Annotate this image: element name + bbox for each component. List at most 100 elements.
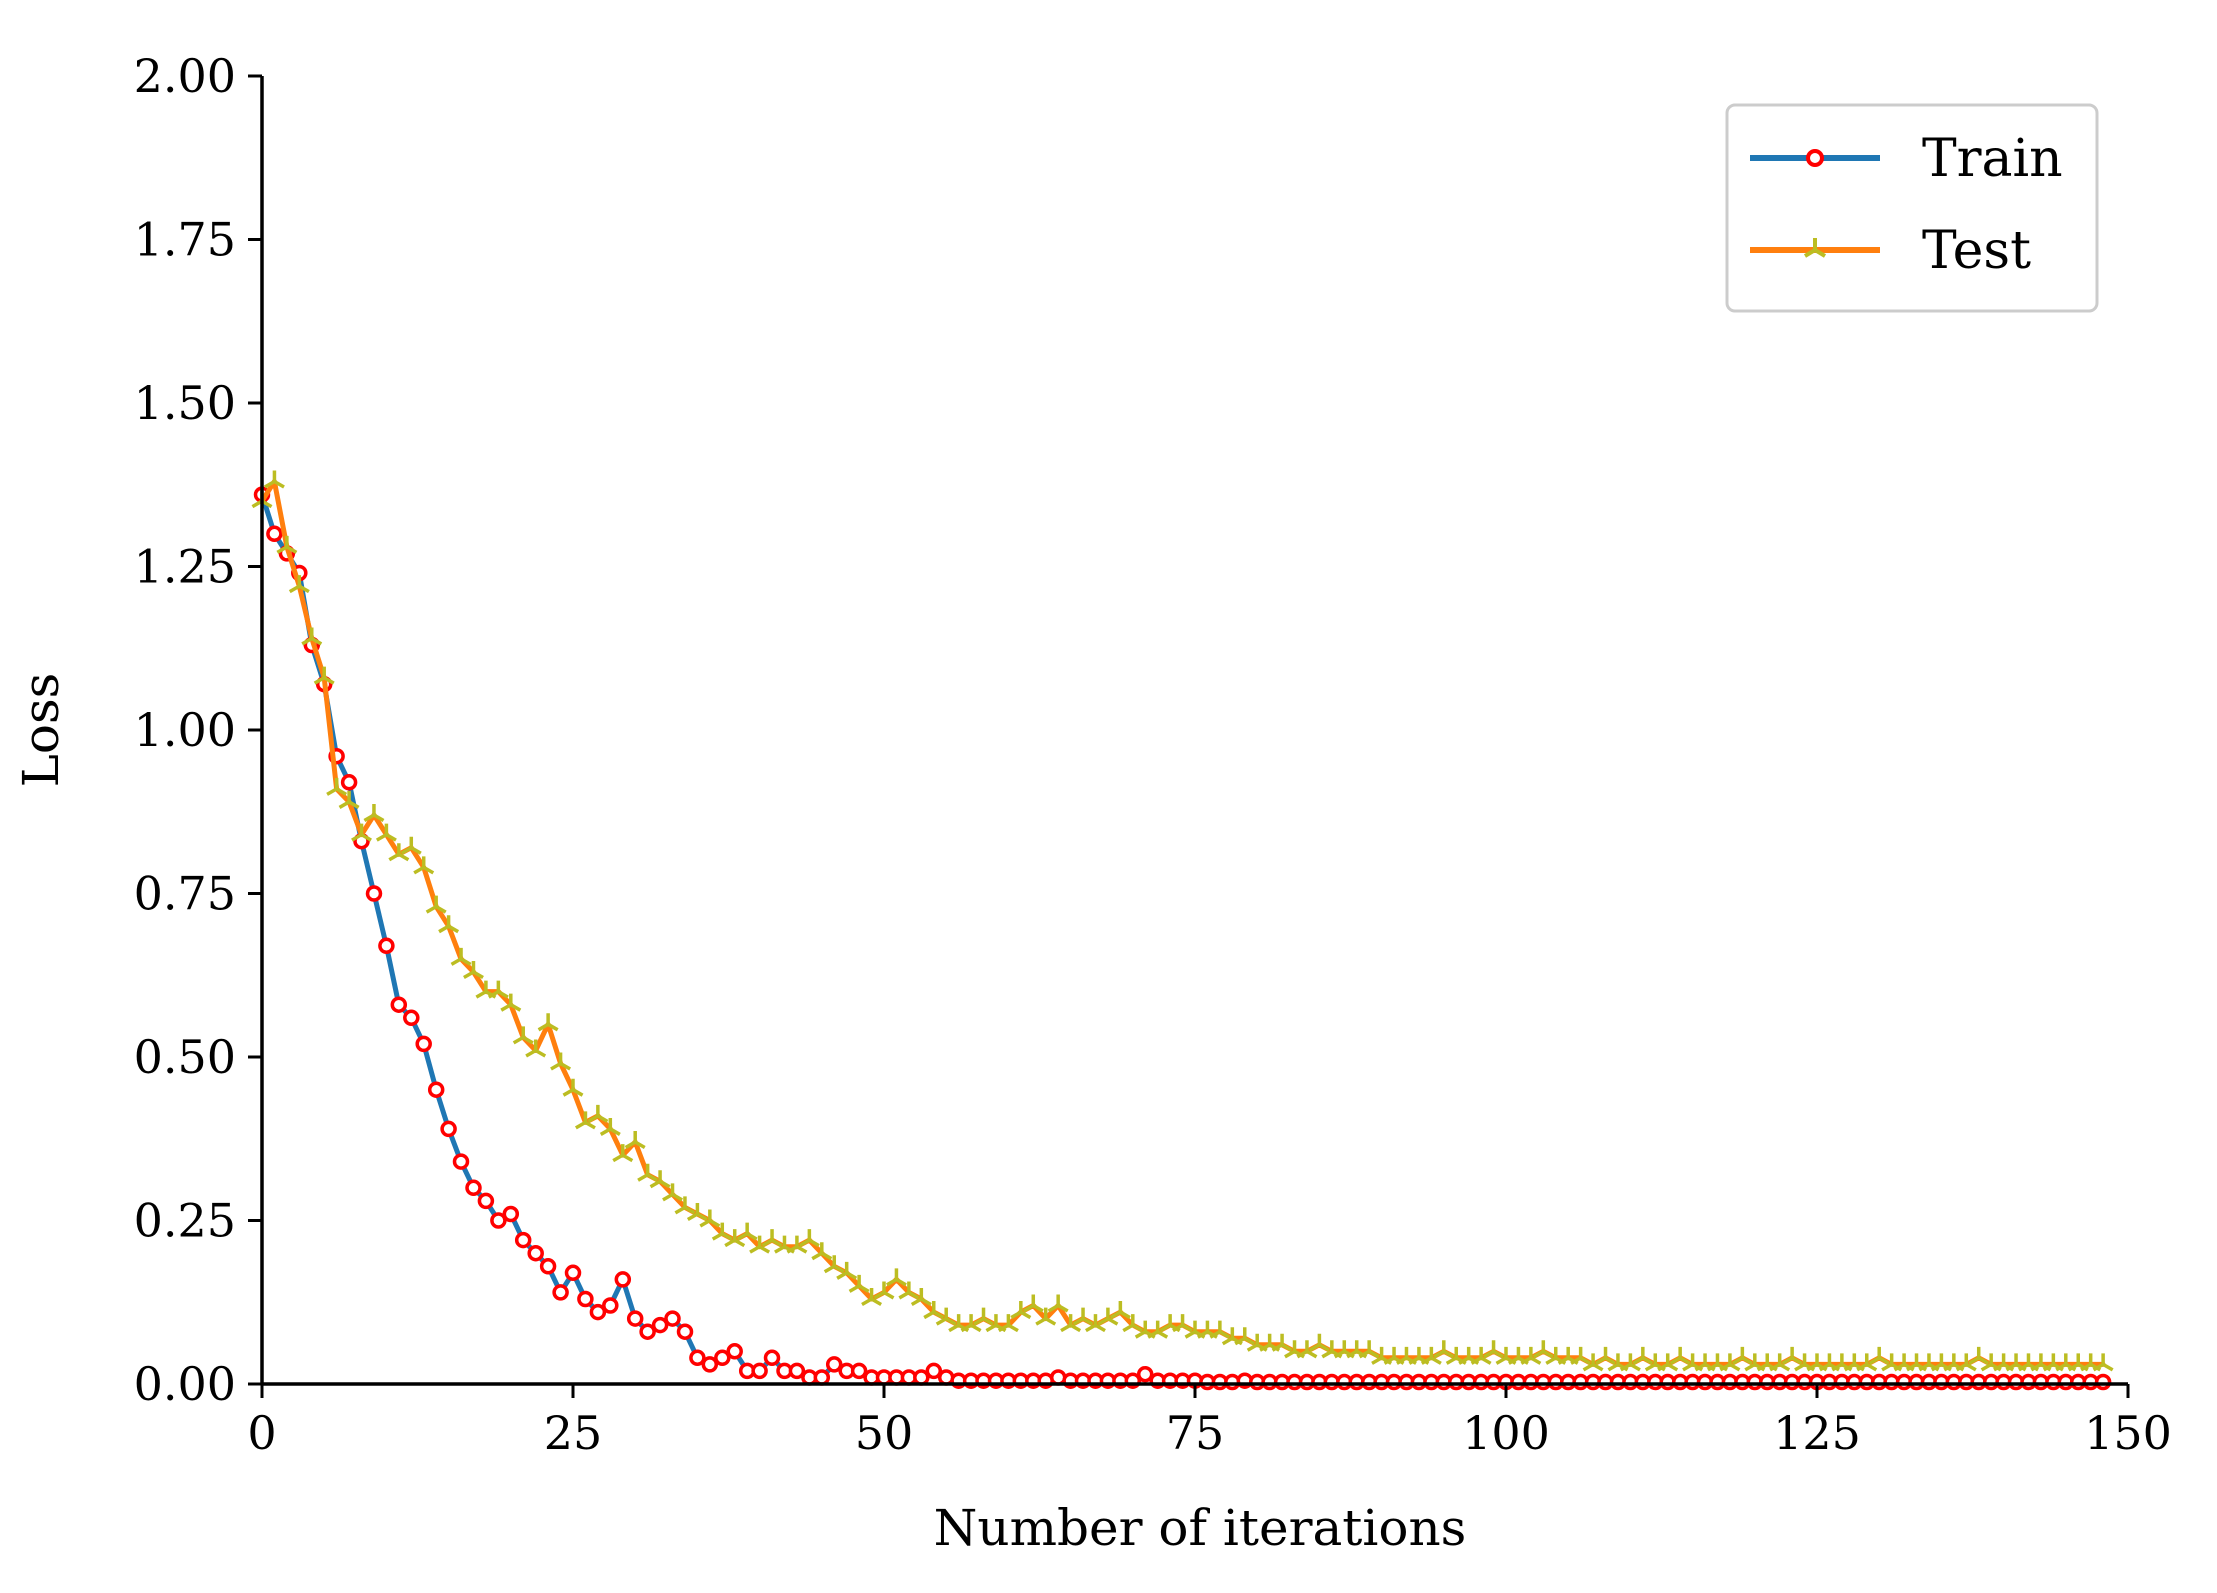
series-test-point bbox=[873, 1281, 895, 1300]
series-test-point bbox=[686, 1202, 708, 1221]
series-test-point bbox=[1271, 1333, 1293, 1352]
series-test-point bbox=[624, 1131, 646, 1150]
series-train bbox=[253, 486, 2112, 1391]
x-tick-label: 75 bbox=[1166, 1406, 1225, 1460]
series-test-point bbox=[798, 1229, 820, 1248]
series-train-point bbox=[1136, 1365, 1154, 1383]
x-axis-title: Number of iterations bbox=[934, 1499, 1467, 1557]
series-test-point bbox=[898, 1281, 920, 1300]
series-train-point bbox=[440, 1120, 457, 1138]
series-test-point bbox=[363, 804, 385, 823]
series-test-point bbox=[1060, 1314, 1082, 1333]
series-test-point bbox=[1669, 1346, 1691, 1365]
y-tick-label: 2.00 bbox=[134, 49, 236, 103]
series-test-point bbox=[1010, 1301, 1032, 1320]
series-test-point bbox=[1781, 1346, 1803, 1365]
series-test-point bbox=[724, 1229, 746, 1248]
series-test-point bbox=[674, 1196, 696, 1215]
series-train-point bbox=[465, 1179, 482, 1197]
y-tick-label: 0.25 bbox=[134, 1194, 236, 1248]
series-test-point bbox=[1097, 1307, 1119, 1326]
y-tick-label: 0.50 bbox=[134, 1030, 236, 1084]
series-test-point bbox=[1769, 1353, 1791, 1372]
series-test-point bbox=[1047, 1294, 1069, 1313]
legend-test-marker bbox=[1803, 238, 1827, 258]
series-test-point bbox=[861, 1287, 883, 1306]
series-test-point bbox=[848, 1274, 870, 1293]
series-train-point bbox=[763, 1349, 781, 1367]
y-tick-label: 1.00 bbox=[134, 703, 236, 757]
series-train-point bbox=[925, 1362, 943, 1380]
series-test-point bbox=[1582, 1353, 1604, 1372]
series-train-point bbox=[676, 1323, 694, 1340]
series-train-point bbox=[477, 1192, 495, 1210]
series-test-point bbox=[973, 1307, 994, 1326]
series-train-point bbox=[552, 1284, 569, 1301]
series-test-point bbox=[276, 535, 298, 554]
series-test-point bbox=[599, 1117, 621, 1136]
series-test-point bbox=[1172, 1314, 1194, 1333]
series-test-point bbox=[326, 777, 348, 796]
y-tick-label: 0.00 bbox=[134, 1357, 236, 1411]
x-tick-label: 125 bbox=[1773, 1406, 1861, 1460]
series-train-point bbox=[2094, 1373, 2112, 1391]
series-test-point bbox=[736, 1222, 758, 1241]
series-train-point bbox=[813, 1369, 831, 1386]
series-test-point bbox=[960, 1314, 982, 1333]
series-test-point bbox=[525, 1039, 547, 1058]
series-test-point bbox=[823, 1255, 845, 1274]
series-test-point bbox=[1072, 1307, 1094, 1326]
series-test-point bbox=[1532, 1340, 1554, 1359]
series-train-point bbox=[577, 1290, 594, 1308]
series-test-point bbox=[637, 1163, 659, 1182]
series-train-point bbox=[390, 996, 408, 1013]
series-test-point bbox=[512, 1026, 534, 1045]
y-tick-label: 1.25 bbox=[134, 540, 236, 594]
series-test-point bbox=[1570, 1346, 1592, 1365]
series-test-point bbox=[1955, 1353, 1977, 1372]
series-test-point bbox=[885, 1268, 907, 1287]
series-test-point bbox=[1868, 1346, 1890, 1365]
x-tick-label: 100 bbox=[1462, 1406, 1550, 1460]
x-tick-label: 50 bbox=[855, 1406, 914, 1460]
series-train-point bbox=[452, 1153, 470, 1170]
series-test-point bbox=[1420, 1346, 1442, 1365]
y-axis-title: Loss bbox=[12, 673, 70, 788]
series-test-point bbox=[1308, 1333, 1330, 1352]
series-test-point bbox=[1619, 1353, 1641, 1372]
series-train-point bbox=[639, 1323, 656, 1340]
series-train-point bbox=[539, 1258, 557, 1275]
series-train-point bbox=[490, 1212, 507, 1229]
series-train-point bbox=[415, 1035, 432, 1053]
series-test-point bbox=[351, 823, 372, 842]
series-test-point bbox=[711, 1222, 733, 1241]
series-test-point bbox=[425, 895, 447, 914]
series-train-point bbox=[602, 1297, 619, 1314]
series-train-point bbox=[850, 1362, 868, 1380]
series-test-point bbox=[438, 915, 460, 934]
series-test-point bbox=[1433, 1340, 1455, 1359]
series-train-point bbox=[378, 937, 395, 955]
series-test-point bbox=[1470, 1346, 1492, 1365]
series-test-point bbox=[1358, 1340, 1380, 1359]
series-test-point bbox=[288, 575, 310, 594]
series-train-point bbox=[726, 1343, 743, 1360]
series-train-point bbox=[651, 1316, 669, 1334]
series-test-point bbox=[550, 1052, 572, 1071]
series-test-point bbox=[1856, 1353, 1878, 1372]
series-test-point bbox=[313, 666, 335, 685]
series-test-point bbox=[413, 856, 435, 875]
series-test-point bbox=[811, 1242, 833, 1261]
series-test-point bbox=[761, 1229, 783, 1248]
series-test-point bbox=[388, 843, 410, 862]
series-train-point bbox=[427, 1081, 445, 1098]
legend-train-label: Train bbox=[1922, 129, 2063, 189]
series-train-point bbox=[266, 525, 283, 543]
legend-entry-test: Test bbox=[1750, 221, 2031, 281]
y-ticks: 0.00 0.25 0.50 0.75 1.00 1.25 1.50 1.75 2.00 bbox=[134, 49, 262, 1411]
series-test-point bbox=[450, 947, 472, 966]
series-test-point bbox=[923, 1301, 945, 1320]
series-test-point bbox=[1483, 1340, 1505, 1359]
series-train-point bbox=[751, 1362, 768, 1380]
